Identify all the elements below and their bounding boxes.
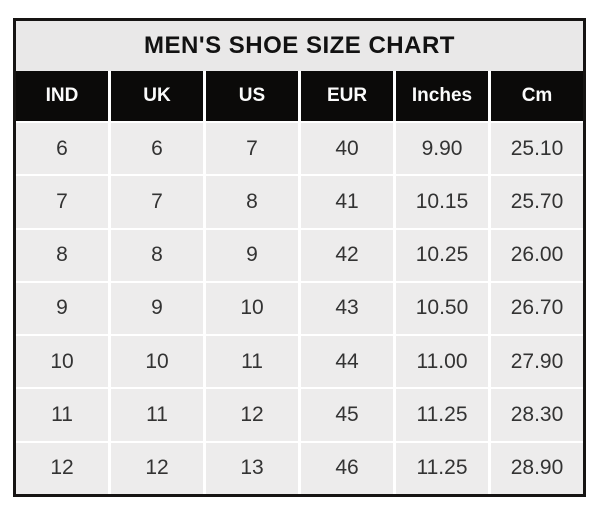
- cell-uk: 10: [111, 336, 203, 388]
- cell-ind: 7: [16, 176, 108, 228]
- cell-us: 9: [206, 229, 298, 281]
- cell-ind: 9: [16, 282, 108, 335]
- cell-inches: 10.25: [396, 229, 488, 281]
- cell-eur: 46: [301, 442, 393, 494]
- header-cell-cm: Cm: [491, 71, 583, 121]
- cell-inches: 9.90: [396, 123, 488, 175]
- cell-eur: 41: [301, 176, 393, 228]
- cell-ind: 8: [16, 229, 108, 281]
- cell-cm: 25.10: [491, 123, 583, 175]
- header-cell-uk: UK: [111, 71, 203, 121]
- cell-us: 13: [206, 442, 298, 494]
- cell-eur: 42: [301, 229, 393, 281]
- cell-ind: 6: [16, 123, 108, 175]
- cell-us: 11: [206, 336, 298, 388]
- cell-ind: 10: [16, 336, 108, 388]
- cell-uk: 12: [111, 442, 203, 494]
- shoe-size-chart: MEN'S SHOE SIZE CHART IND UK US EUR Inch…: [13, 18, 586, 497]
- header-cell-us: US: [206, 71, 298, 121]
- cell-inches: 11.25: [396, 389, 488, 441]
- cell-cm: 27.90: [491, 336, 583, 388]
- cell-inches: 10.15: [396, 176, 488, 228]
- cell-cm: 28.90: [491, 442, 583, 494]
- cell-ind: 11: [16, 389, 108, 441]
- cell-us: 10: [206, 282, 298, 335]
- cell-inches: 10.50: [396, 282, 488, 335]
- size-table: IND UK US EUR Inches Cm 6 6 7 40 9.90 25…: [16, 71, 583, 494]
- cell-eur: 40: [301, 123, 393, 175]
- cell-us: 12: [206, 389, 298, 441]
- cell-ind: 12: [16, 442, 108, 494]
- cell-inches: 11.00: [396, 336, 488, 388]
- cell-uk: 11: [111, 389, 203, 441]
- cell-uk: 7: [111, 176, 203, 228]
- cell-us: 7: [206, 123, 298, 175]
- cell-uk: 9: [111, 282, 203, 335]
- cell-uk: 6: [111, 123, 203, 175]
- cell-eur: 44: [301, 336, 393, 388]
- cell-cm: 26.00: [491, 229, 583, 281]
- cell-eur: 43: [301, 282, 393, 335]
- cell-cm: 28.30: [491, 389, 583, 441]
- header-cell-eur: EUR: [301, 71, 393, 121]
- chart-title: MEN'S SHOE SIZE CHART: [16, 21, 583, 71]
- cell-uk: 8: [111, 229, 203, 281]
- cell-eur: 45: [301, 389, 393, 441]
- cell-cm: 25.70: [491, 176, 583, 228]
- cell-inches: 11.25: [396, 442, 488, 494]
- header-cell-ind: IND: [16, 71, 108, 121]
- cell-us: 8: [206, 176, 298, 228]
- cell-cm: 26.70: [491, 282, 583, 335]
- header-cell-inches: Inches: [396, 71, 488, 121]
